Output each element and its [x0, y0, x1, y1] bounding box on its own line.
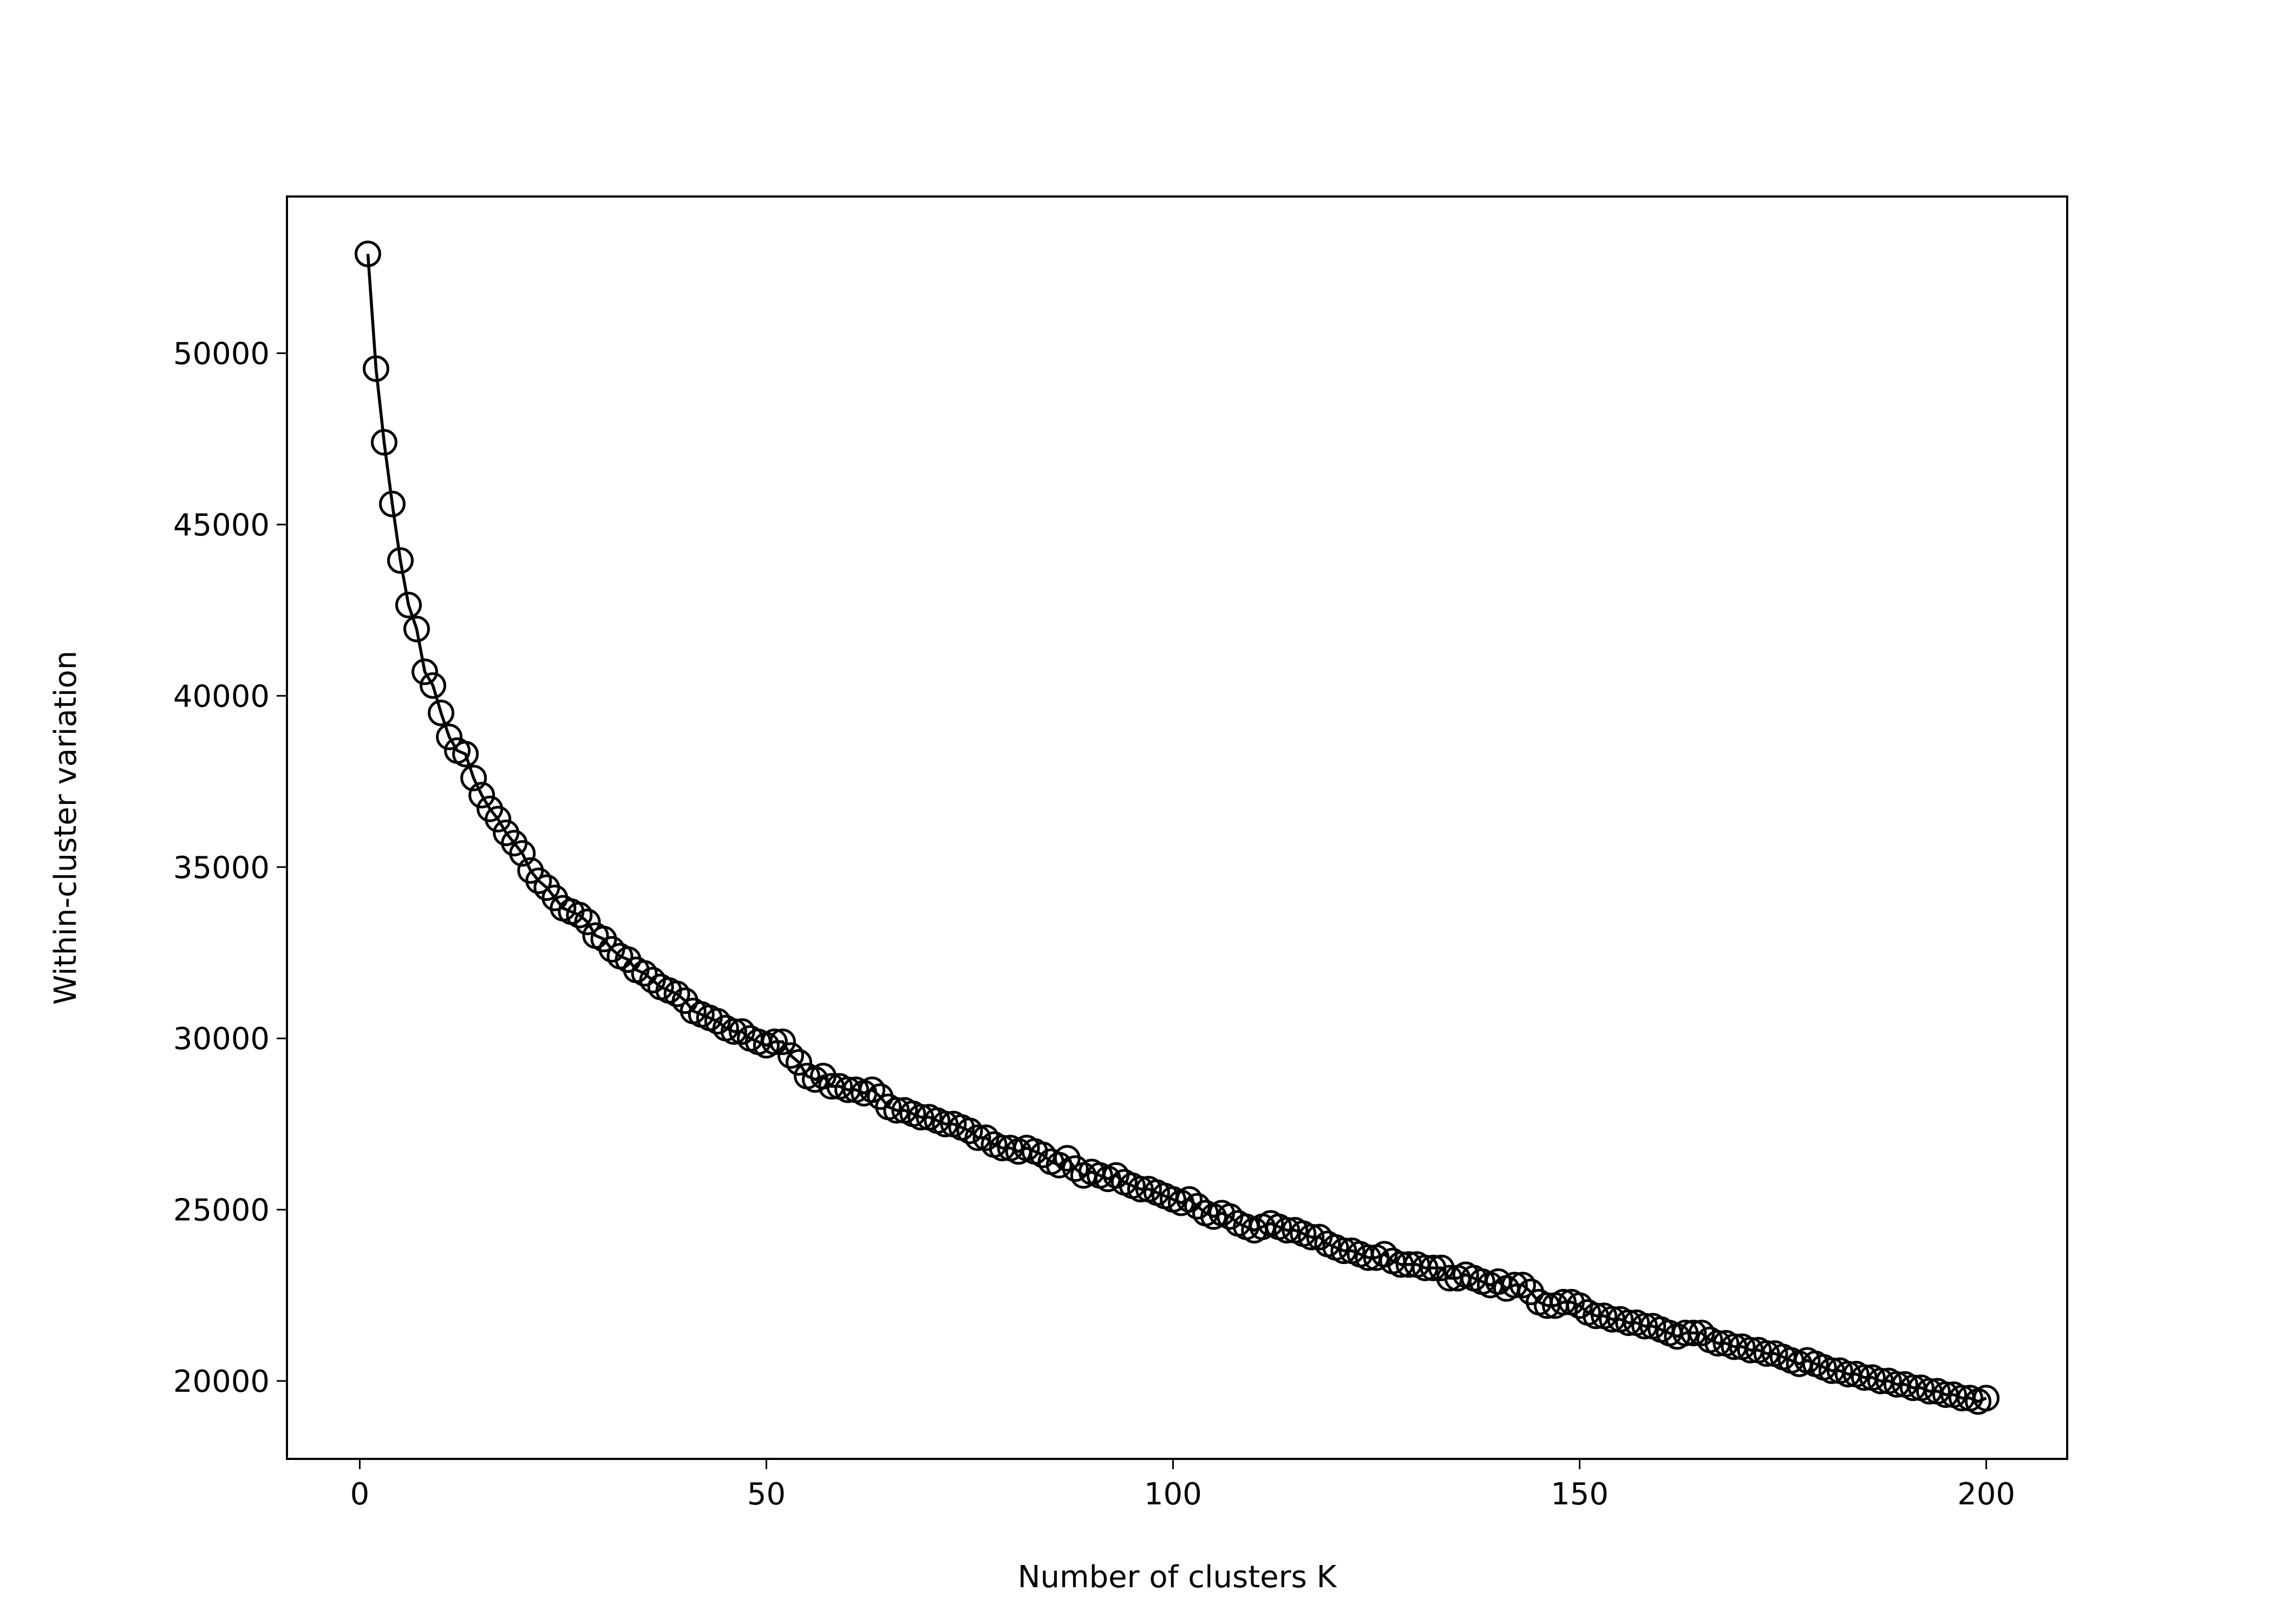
marker: [468, 782, 495, 809]
marker: [387, 547, 414, 574]
x-tick-label: 0: [350, 1477, 370, 1512]
y-axis-label: Within-cluster variation: [48, 651, 83, 1005]
marker: [631, 960, 658, 987]
marker: [1509, 1272, 1536, 1299]
marker: [761, 1029, 788, 1056]
marker: [574, 908, 601, 935]
marker: [370, 429, 397, 456]
y-tick-label: 40000: [173, 679, 270, 714]
marker: [460, 764, 487, 791]
marker: [1631, 1313, 1658, 1340]
marker: [1273, 1217, 1301, 1244]
marker: [956, 1117, 983, 1144]
y-tick-label: 30000: [173, 1021, 270, 1057]
marker: [1176, 1186, 1203, 1213]
marker: [379, 490, 406, 518]
marker: [1127, 1176, 1154, 1203]
marker: [1298, 1223, 1325, 1250]
marker: [932, 1110, 959, 1137]
marker: [420, 672, 447, 699]
x-tick-label: 150: [1551, 1477, 1609, 1512]
y-tick-label: 25000: [173, 1193, 270, 1228]
x-tick-label: 100: [1144, 1477, 1202, 1512]
marker: [964, 1124, 991, 1151]
plot-frame: [286, 195, 2068, 1460]
marker: [452, 741, 479, 768]
marker: [663, 980, 690, 1007]
marker: [1680, 1319, 1707, 1346]
marker: [1672, 1319, 1699, 1346]
marker: [354, 240, 381, 267]
marker: [1550, 1288, 1577, 1315]
series-line: [366, 253, 1987, 1403]
marker: [769, 1029, 796, 1056]
y-tick-label: 20000: [173, 1364, 270, 1399]
marker: [1062, 1155, 1089, 1182]
marker: [395, 592, 422, 619]
y-tick-label: 45000: [173, 508, 270, 543]
marker: [786, 1049, 813, 1076]
marker: [777, 1042, 805, 1069]
marker: [907, 1104, 935, 1131]
marker: [1501, 1272, 1528, 1299]
marker: [485, 806, 512, 833]
marker: [1045, 1151, 1073, 1178]
x-tick-label: 50: [747, 1477, 786, 1512]
y-tick-label: 50000: [173, 337, 270, 372]
marker: [1330, 1237, 1357, 1265]
marker: [403, 615, 430, 643]
marker: [525, 867, 552, 894]
marker: [411, 658, 439, 685]
marker: [362, 355, 389, 382]
marker: [436, 723, 463, 750]
marker: [509, 840, 536, 867]
y-tick-label: 35000: [173, 850, 270, 886]
x-axis-label: Number of clusters K: [1018, 1560, 1337, 1595]
x-tick-label: 200: [1957, 1477, 2015, 1512]
marker: [1412, 1254, 1439, 1281]
marker: [566, 901, 593, 928]
marker: [720, 1018, 747, 1045]
marker: [428, 699, 455, 726]
marker: [859, 1076, 886, 1103]
marker: [1973, 1385, 2000, 1412]
marker: [883, 1097, 910, 1124]
marker: [1753, 1340, 1780, 1367]
